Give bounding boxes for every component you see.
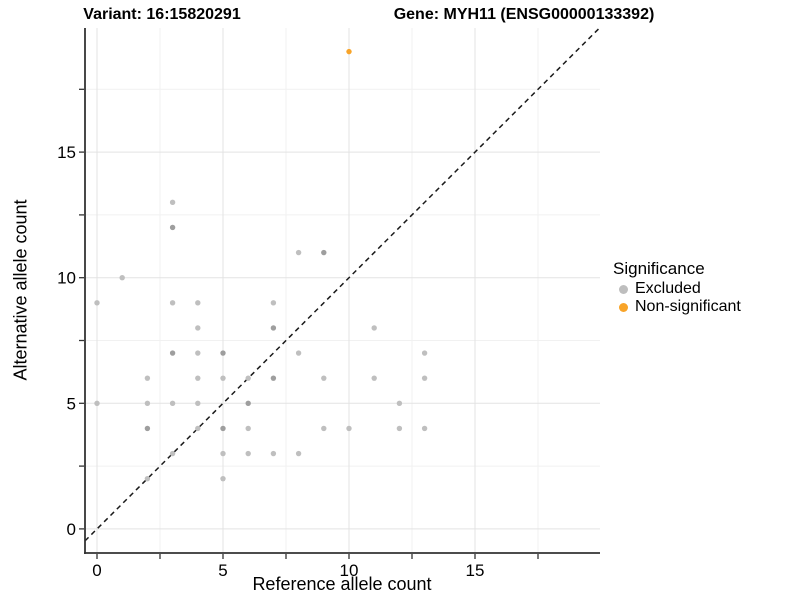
- data-point-excluded: [396, 425, 403, 432]
- data-point-excluded: [144, 400, 151, 406]
- data-point-excluded: [321, 375, 327, 381]
- data-point-excluded: [195, 375, 201, 381]
- data-point-excluded: [245, 400, 251, 406]
- plot-title-variant: Variant: 16:15820291: [83, 6, 241, 23]
- data-point-excluded: [270, 450, 277, 457]
- data-point-excluded: [119, 275, 125, 281]
- data-point-excluded: [169, 400, 176, 406]
- data-point-excluded: [421, 425, 428, 432]
- data-point-excluded: [270, 375, 277, 381]
- x-tick-label: 10: [340, 561, 359, 580]
- plot-title-gene: Gene: MYH11 (ENSG00000133392): [393, 6, 655, 23]
- y-tick-label: 15: [57, 143, 76, 162]
- data-point-excluded: [321, 425, 327, 432]
- x-tick-label: 0: [92, 561, 101, 580]
- data-point-excluded: [169, 450, 176, 457]
- y-axis-title: Alternative allele count: [10, 199, 31, 381]
- legend-item-label: Excluded: [635, 280, 701, 297]
- x-tick-label: 5: [218, 561, 227, 580]
- excluded-dot-icon: [619, 284, 628, 294]
- y-tick-label: 10: [57, 269, 76, 288]
- y-tick-label: 0: [67, 520, 76, 539]
- data-point-excluded: [169, 199, 176, 206]
- data-point-excluded: [144, 375, 151, 381]
- non-significant-dot-icon: [619, 302, 628, 312]
- data-point-excluded: [270, 325, 277, 331]
- data-point-excluded: [270, 300, 277, 306]
- data-point-excluded: [371, 325, 377, 331]
- data-point-non-significant: [346, 48, 352, 55]
- data-point-excluded: [94, 300, 100, 306]
- data-point-excluded: [169, 300, 176, 306]
- data-point-excluded: [346, 425, 352, 432]
- legend-item-excluded: Excluded: [613, 280, 800, 298]
- legend: Significance Excluded Non-significant: [613, 259, 800, 316]
- data-point-excluded: [245, 375, 251, 381]
- data-point-excluded: [220, 450, 226, 457]
- data-point-excluded: [295, 350, 302, 356]
- data-point-excluded: [321, 249, 327, 256]
- data-point-excluded: [295, 450, 302, 457]
- legend-item-non-significant: Non-significant: [613, 298, 800, 316]
- data-point-excluded: [421, 350, 428, 356]
- data-point-excluded: [169, 224, 176, 231]
- data-point-excluded: [195, 325, 201, 331]
- data-point-excluded: [195, 350, 201, 356]
- data-point-excluded: [245, 450, 251, 457]
- data-point-excluded: [245, 425, 251, 432]
- legend-title: Significance: [613, 259, 705, 278]
- data-point-excluded: [220, 425, 226, 432]
- data-point-excluded: [195, 400, 201, 406]
- data-point-excluded: [144, 475, 151, 482]
- data-point-excluded: [220, 475, 226, 482]
- data-point-excluded: [421, 375, 428, 381]
- identity-line: [84, 26, 601, 542]
- legend-item-label: Non-significant: [635, 298, 741, 315]
- data-point-excluded: [220, 375, 226, 381]
- data-point-excluded: [144, 425, 151, 432]
- data-point-excluded: [371, 375, 377, 381]
- y-tick-label: 5: [67, 394, 76, 413]
- data-point-excluded: [195, 300, 201, 306]
- x-axis-title: Reference allele count: [252, 574, 432, 594]
- data-point-excluded: [169, 350, 176, 356]
- data-point-excluded: [94, 400, 100, 406]
- x-tick-label: 15: [466, 561, 485, 580]
- data-point-excluded: [295, 249, 302, 256]
- data-point-excluded: [220, 350, 226, 356]
- data-point-excluded: [396, 400, 403, 406]
- data-point-excluded: [195, 425, 201, 432]
